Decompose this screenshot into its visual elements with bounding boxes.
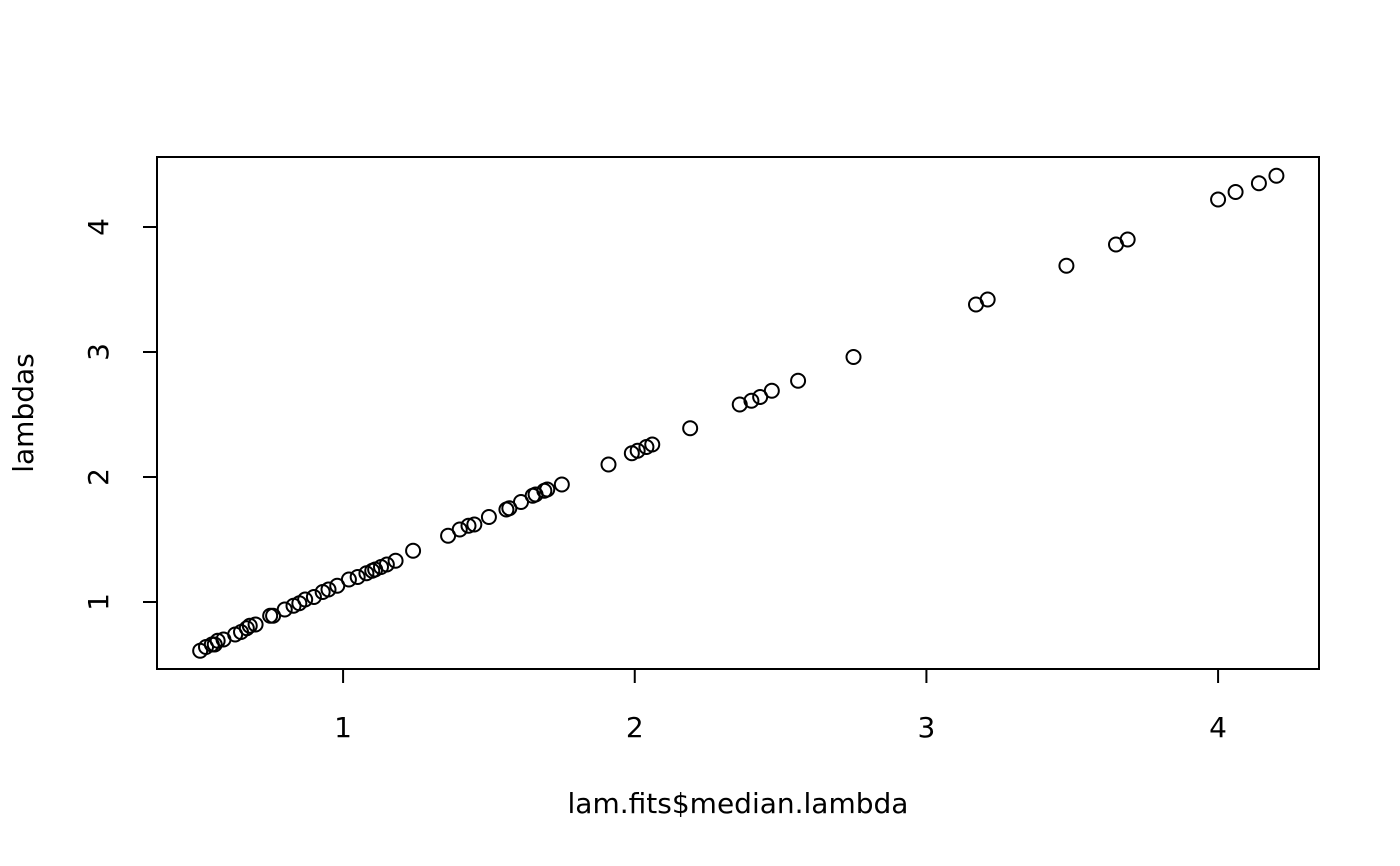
- point: [731, 396, 748, 413]
- point: [600, 456, 617, 473]
- x-tick-label: 4: [1209, 711, 1227, 744]
- y-axis-title: lambdas: [7, 353, 40, 473]
- point: [682, 420, 699, 437]
- point: [387, 552, 404, 569]
- point: [451, 521, 468, 538]
- point: [378, 556, 395, 573]
- x-tick-label: 3: [918, 711, 936, 744]
- point: [209, 632, 226, 649]
- x-tick-label: 2: [626, 711, 644, 744]
- point: [1250, 175, 1267, 192]
- point: [1210, 191, 1227, 208]
- point: [644, 436, 661, 453]
- plot-frame: [156, 156, 1320, 670]
- point: [1058, 257, 1075, 274]
- point: [247, 616, 264, 633]
- point: [845, 349, 862, 365]
- point: [1227, 184, 1244, 200]
- y-tick-label: 4: [82, 218, 115, 236]
- point: [539, 481, 556, 498]
- point: [349, 569, 366, 585]
- point: [305, 589, 322, 605]
- point: [340, 571, 357, 588]
- point: [206, 636, 223, 653]
- point: [320, 581, 337, 598]
- point: [276, 601, 293, 618]
- x-axis-title: lam.fits$median.lambda: [568, 787, 909, 820]
- point: [405, 542, 422, 559]
- point: [629, 442, 646, 459]
- point: [297, 591, 314, 608]
- y-tick-label: 1: [82, 593, 115, 611]
- x-tick-label: 1: [334, 711, 352, 744]
- point: [241, 617, 258, 634]
- point: [238, 620, 255, 637]
- point: [790, 372, 807, 389]
- point: [763, 382, 780, 399]
- point: [979, 291, 996, 308]
- point: [743, 392, 760, 409]
- y-tick-label: 3: [82, 343, 115, 361]
- point: [1268, 167, 1285, 184]
- y-tick-label: 2: [82, 468, 115, 486]
- point: [466, 516, 483, 533]
- point: [460, 517, 477, 534]
- point: [553, 476, 570, 493]
- point: [1119, 231, 1136, 248]
- point: [480, 509, 497, 525]
